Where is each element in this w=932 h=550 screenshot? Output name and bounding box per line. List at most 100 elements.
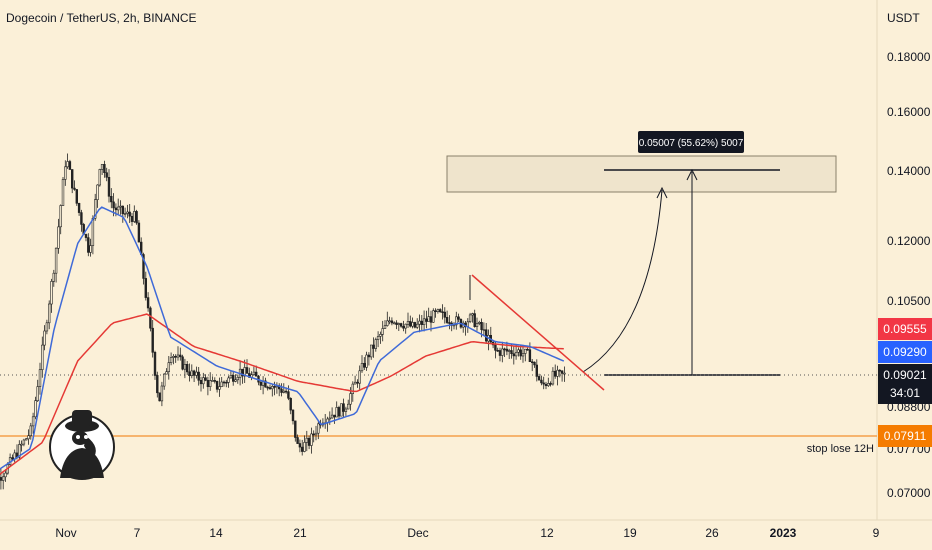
candle-body [427, 316, 430, 322]
candle-body [519, 349, 522, 357]
candle-body [374, 339, 377, 349]
badge-last-price-value: 0.09021 [883, 368, 927, 382]
chart-title: Dogecoin / TetherUS, 2h, BINANCE [6, 11, 197, 25]
candle-body [436, 309, 440, 313]
x-tick-label: Nov [55, 526, 76, 540]
candle-body [172, 355, 175, 358]
candle-body [227, 377, 230, 383]
candle-body [558, 369, 562, 372]
candle-body [346, 403, 350, 410]
candle-body [130, 216, 134, 222]
candle-body [457, 316, 460, 320]
candle-body [112, 201, 115, 209]
candle-body [537, 376, 541, 381]
candle-body [61, 179, 65, 206]
candle-body [514, 352, 518, 357]
x-tick-label: Dec [407, 526, 428, 540]
candle-body [156, 375, 159, 394]
candle-body [176, 354, 180, 358]
y-tick-label: 0.18000 [887, 50, 931, 64]
candle-body [24, 438, 28, 441]
candle-body [310, 433, 313, 446]
candle-body [149, 307, 152, 329]
candle-body [151, 327, 154, 353]
candle-body [388, 320, 391, 323]
y-tick-label: 0.16000 [887, 105, 931, 119]
candle-body [411, 322, 414, 327]
candle-body [266, 386, 269, 389]
candle-body [471, 313, 474, 316]
candle-body [422, 318, 426, 325]
candle-body [317, 423, 320, 434]
candle-body [218, 386, 221, 390]
candle-body [264, 380, 267, 388]
candle-body [137, 222, 141, 243]
candle-body [232, 374, 235, 382]
candle-body [480, 321, 483, 330]
axis-unit-label: USDT [887, 11, 920, 25]
candle-body [340, 403, 343, 417]
candle-body [441, 311, 444, 314]
candle-body [351, 383, 354, 395]
x-tick-label: 7 [134, 526, 141, 540]
candle-body [383, 325, 387, 329]
measure-arrowhead [686, 168, 698, 181]
candle-body [96, 184, 99, 200]
candle-body [505, 348, 509, 352]
candle-body [77, 203, 81, 213]
y-tick-label: 0.07000 [887, 486, 931, 500]
candle-body [369, 344, 373, 358]
y-tick-label: 0.12000 [887, 234, 931, 248]
candle-body [406, 321, 410, 325]
candle-body [206, 379, 210, 387]
badge-blue-ma [878, 341, 932, 363]
candle-body [252, 371, 256, 376]
candle-body [289, 397, 292, 411]
candle-body [209, 380, 212, 388]
badge-last-price [878, 364, 932, 404]
candle-body [114, 207, 118, 211]
candle-body [443, 311, 446, 318]
candle-body [11, 457, 14, 460]
candle-body [448, 322, 451, 324]
candle-body [50, 281, 53, 305]
candle-body [484, 329, 488, 342]
candle-body [473, 313, 476, 328]
candle-body [165, 371, 168, 375]
candle-body [438, 309, 442, 313]
candle-body [535, 364, 539, 377]
ma-blue-line [0, 206, 565, 470]
candle-body [395, 322, 398, 325]
candle-body [107, 177, 111, 197]
candle-body [169, 357, 173, 363]
target-zone [446, 155, 837, 193]
candle-body [551, 370, 555, 385]
candle-body [533, 361, 536, 366]
candle-body [215, 380, 219, 390]
candle-body [29, 425, 32, 436]
candle-body [119, 205, 122, 208]
candle-body [54, 247, 58, 274]
candle-body [294, 420, 297, 438]
candle-body [126, 211, 129, 214]
x-tick-label: 19 [623, 526, 637, 540]
candle-body [0, 477, 3, 481]
candle-body [4, 472, 7, 478]
candle-body [291, 409, 295, 422]
x-tick-label: 21 [293, 526, 307, 540]
candle-body [199, 379, 203, 385]
candle-body [517, 349, 520, 353]
candle-body [186, 363, 189, 373]
candle-body [167, 362, 170, 372]
candle-body [188, 371, 191, 376]
candle-body [117, 206, 120, 211]
candle-body [381, 328, 384, 335]
candle-body [560, 370, 564, 374]
candle-body [91, 218, 95, 246]
candle-body [89, 245, 92, 253]
candle-body [146, 297, 150, 309]
x-tick-label: 12 [540, 526, 554, 540]
candle-body [556, 369, 559, 377]
candle-body [496, 349, 499, 352]
